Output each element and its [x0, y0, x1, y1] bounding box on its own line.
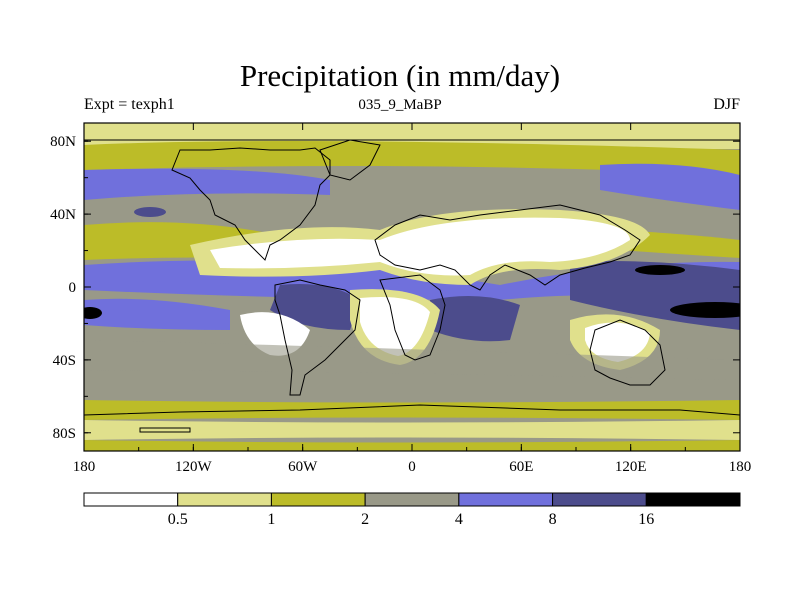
- y-tick-label: 0: [69, 280, 77, 296]
- x-tick-label: 60W: [288, 459, 318, 475]
- y-tick-label: 80N: [50, 134, 76, 150]
- colorbar-swatch: [645, 492, 741, 507]
- colorbar-swatch: [364, 492, 460, 507]
- y-tick-label: 40N: [50, 207, 76, 223]
- colorbar-label: 16: [638, 511, 654, 528]
- colorbar-label: 0.5: [168, 511, 188, 528]
- x-tick-label: 180: [729, 459, 752, 475]
- x-tick-label: 60E: [509, 459, 533, 475]
- colorbar-label: 8: [549, 511, 557, 528]
- y-tick-label: 80S: [53, 426, 76, 442]
- x-tick-label: 0: [408, 459, 416, 475]
- precipitation-field: [84, 123, 740, 451]
- x-tick-label: 120W: [175, 459, 213, 475]
- colorbar-label: 1: [267, 511, 275, 528]
- colorbar: 0.5 1 2 4 8 16: [83, 492, 741, 528]
- colorbar-swatch: [270, 492, 366, 507]
- colorbar-swatch: [458, 492, 554, 507]
- season-label: DJF: [713, 96, 740, 113]
- colorbar-label: 4: [455, 511, 463, 528]
- axis-ticks: 180 120W 60W 0 60E 120E 180 80N 40N 0 40S 80S: [50, 123, 751, 475]
- colorbar-swatch: [177, 492, 272, 507]
- map-title: Precipitation (in mm/day): [239, 58, 561, 93]
- colorbar-label: 2: [361, 511, 369, 528]
- experiment-label: Expt = texph1: [84, 96, 175, 113]
- coastlines: [84, 139, 740, 433]
- colorbar-swatch: [83, 492, 179, 507]
- time-period-label: 035_9_MaBP: [358, 97, 442, 113]
- x-tick-label: 120E: [615, 459, 647, 475]
- colorbar-swatch: [552, 492, 647, 507]
- x-tick-label: 180: [73, 459, 96, 475]
- y-tick-label: 40S: [53, 353, 76, 369]
